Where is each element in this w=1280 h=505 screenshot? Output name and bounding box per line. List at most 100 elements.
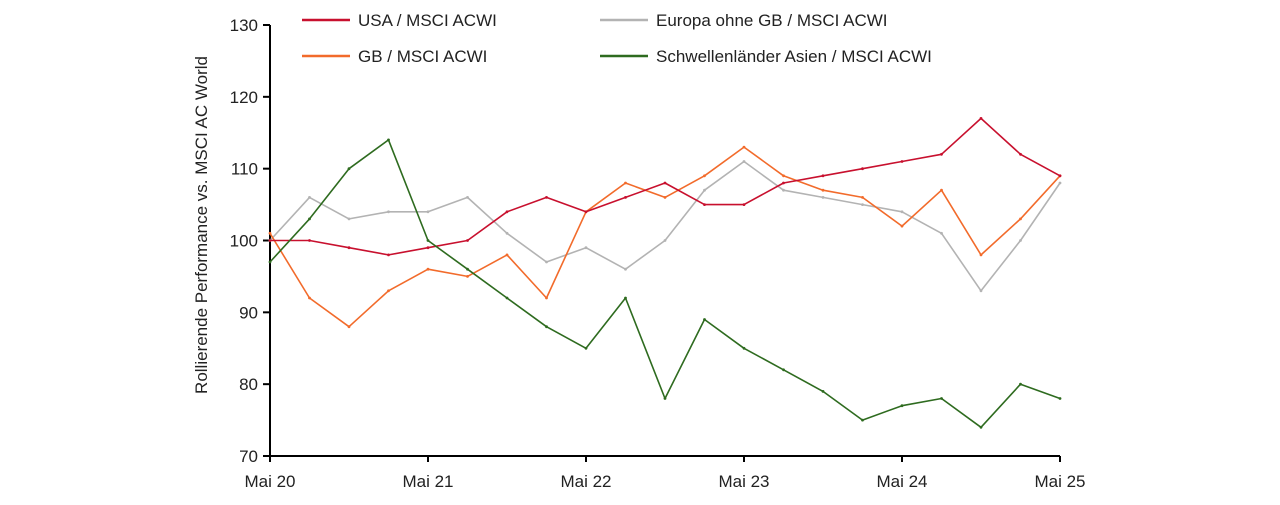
data-point	[940, 188, 943, 192]
data-point	[782, 181, 785, 185]
y-axis-label: Rollierende Performance vs. MSCI AC Worl…	[192, 56, 211, 394]
data-point	[584, 210, 588, 214]
data-point	[1019, 152, 1022, 156]
data-point	[940, 231, 943, 235]
data-point	[268, 239, 272, 242]
data-point	[545, 296, 548, 300]
chart-legend: USA / MSCI ACWI Europa ohne GB / MSCI ACW…	[302, 11, 932, 66]
data-point	[347, 217, 351, 221]
data-point	[900, 160, 904, 163]
data-point	[624, 296, 627, 300]
series-line	[269, 160, 1061, 292]
legend-label: GB / MSCI ACWI	[358, 47, 487, 66]
y-tick-label: 110	[231, 160, 258, 179]
data-point	[347, 167, 351, 171]
data-point	[703, 188, 706, 192]
data-point	[426, 267, 430, 271]
legend-label: USA / MSCI ACWI	[358, 11, 497, 30]
data-point	[1019, 239, 1022, 242]
data-point	[387, 210, 390, 214]
data-point	[782, 174, 785, 178]
data-point	[466, 275, 469, 278]
data-point	[979, 289, 983, 293]
y-tick-label: 120	[230, 88, 258, 107]
data-point	[1058, 397, 1062, 400]
data-point	[861, 203, 864, 207]
data-point	[387, 138, 390, 142]
x-tick-label: Mai 23	[718, 472, 769, 491]
data-point	[663, 196, 667, 199]
data-point	[387, 289, 390, 293]
data-point	[821, 196, 825, 199]
data-point	[545, 196, 548, 199]
x-tick-label: Mai 24	[876, 472, 927, 491]
data-point	[308, 296, 311, 300]
data-point	[979, 253, 983, 257]
data-point	[742, 346, 746, 350]
data-point	[1058, 174, 1062, 178]
data-point	[663, 239, 667, 242]
y-tick-label: 130	[230, 16, 258, 35]
data-point	[782, 188, 785, 192]
data-point	[861, 196, 864, 199]
data-point	[703, 174, 706, 178]
data-point	[782, 368, 785, 372]
data-point	[663, 181, 667, 185]
x-tick-label: Mai 20	[244, 472, 295, 491]
data-point	[466, 239, 469, 242]
data-point	[742, 145, 746, 149]
data-point	[505, 210, 509, 214]
x-tick-label: Mai 22	[560, 472, 611, 491]
data-point	[742, 160, 746, 163]
data-point	[979, 117, 983, 120]
data-point	[1019, 217, 1022, 221]
data-point	[1058, 181, 1062, 185]
data-point	[900, 210, 904, 214]
data-point	[268, 260, 272, 264]
x-tick-label: Mai 25	[1034, 472, 1085, 491]
data-point	[900, 404, 904, 408]
data-point	[466, 196, 469, 199]
data-point	[308, 196, 311, 199]
data-point	[308, 239, 311, 242]
legend-label: Europa ohne GB / MSCI ACWI	[656, 11, 887, 30]
data-point	[821, 188, 825, 192]
chart-series	[268, 117, 1062, 429]
data-point	[1019, 382, 1022, 386]
data-point	[663, 397, 667, 400]
data-point	[545, 325, 548, 329]
data-point	[703, 318, 706, 321]
data-point	[584, 346, 588, 350]
data-point	[624, 181, 627, 185]
y-tick-label: 70	[239, 447, 258, 466]
data-point	[940, 397, 943, 400]
data-point	[347, 325, 351, 329]
data-point	[505, 296, 509, 300]
x-tick-label: Mai 21	[402, 472, 453, 491]
data-point	[505, 253, 509, 257]
data-point	[821, 174, 825, 178]
data-point	[308, 217, 311, 221]
series-line	[269, 146, 1061, 328]
y-tick-label: 100	[230, 232, 258, 251]
data-point	[861, 167, 864, 171]
data-point	[426, 210, 430, 214]
data-point	[821, 390, 825, 393]
y-tick-label: 80	[239, 375, 258, 394]
data-point	[624, 267, 627, 271]
data-point	[900, 224, 904, 228]
data-point	[979, 425, 983, 429]
data-point	[268, 231, 272, 235]
data-point	[347, 246, 351, 250]
data-point	[505, 231, 509, 235]
data-point	[545, 260, 548, 264]
y-tick-label: 90	[239, 303, 258, 322]
legend-label: Schwellenländer Asien / MSCI ACWI	[656, 47, 932, 66]
data-point	[426, 239, 430, 242]
data-point	[387, 253, 390, 257]
data-point	[940, 152, 943, 156]
chart-axes: 70 80 90 100 110 120 130 Mai 20 Mai 21 Mai 22 Mai …	[230, 16, 1086, 491]
data-point	[861, 418, 864, 422]
data-point	[624, 196, 627, 199]
